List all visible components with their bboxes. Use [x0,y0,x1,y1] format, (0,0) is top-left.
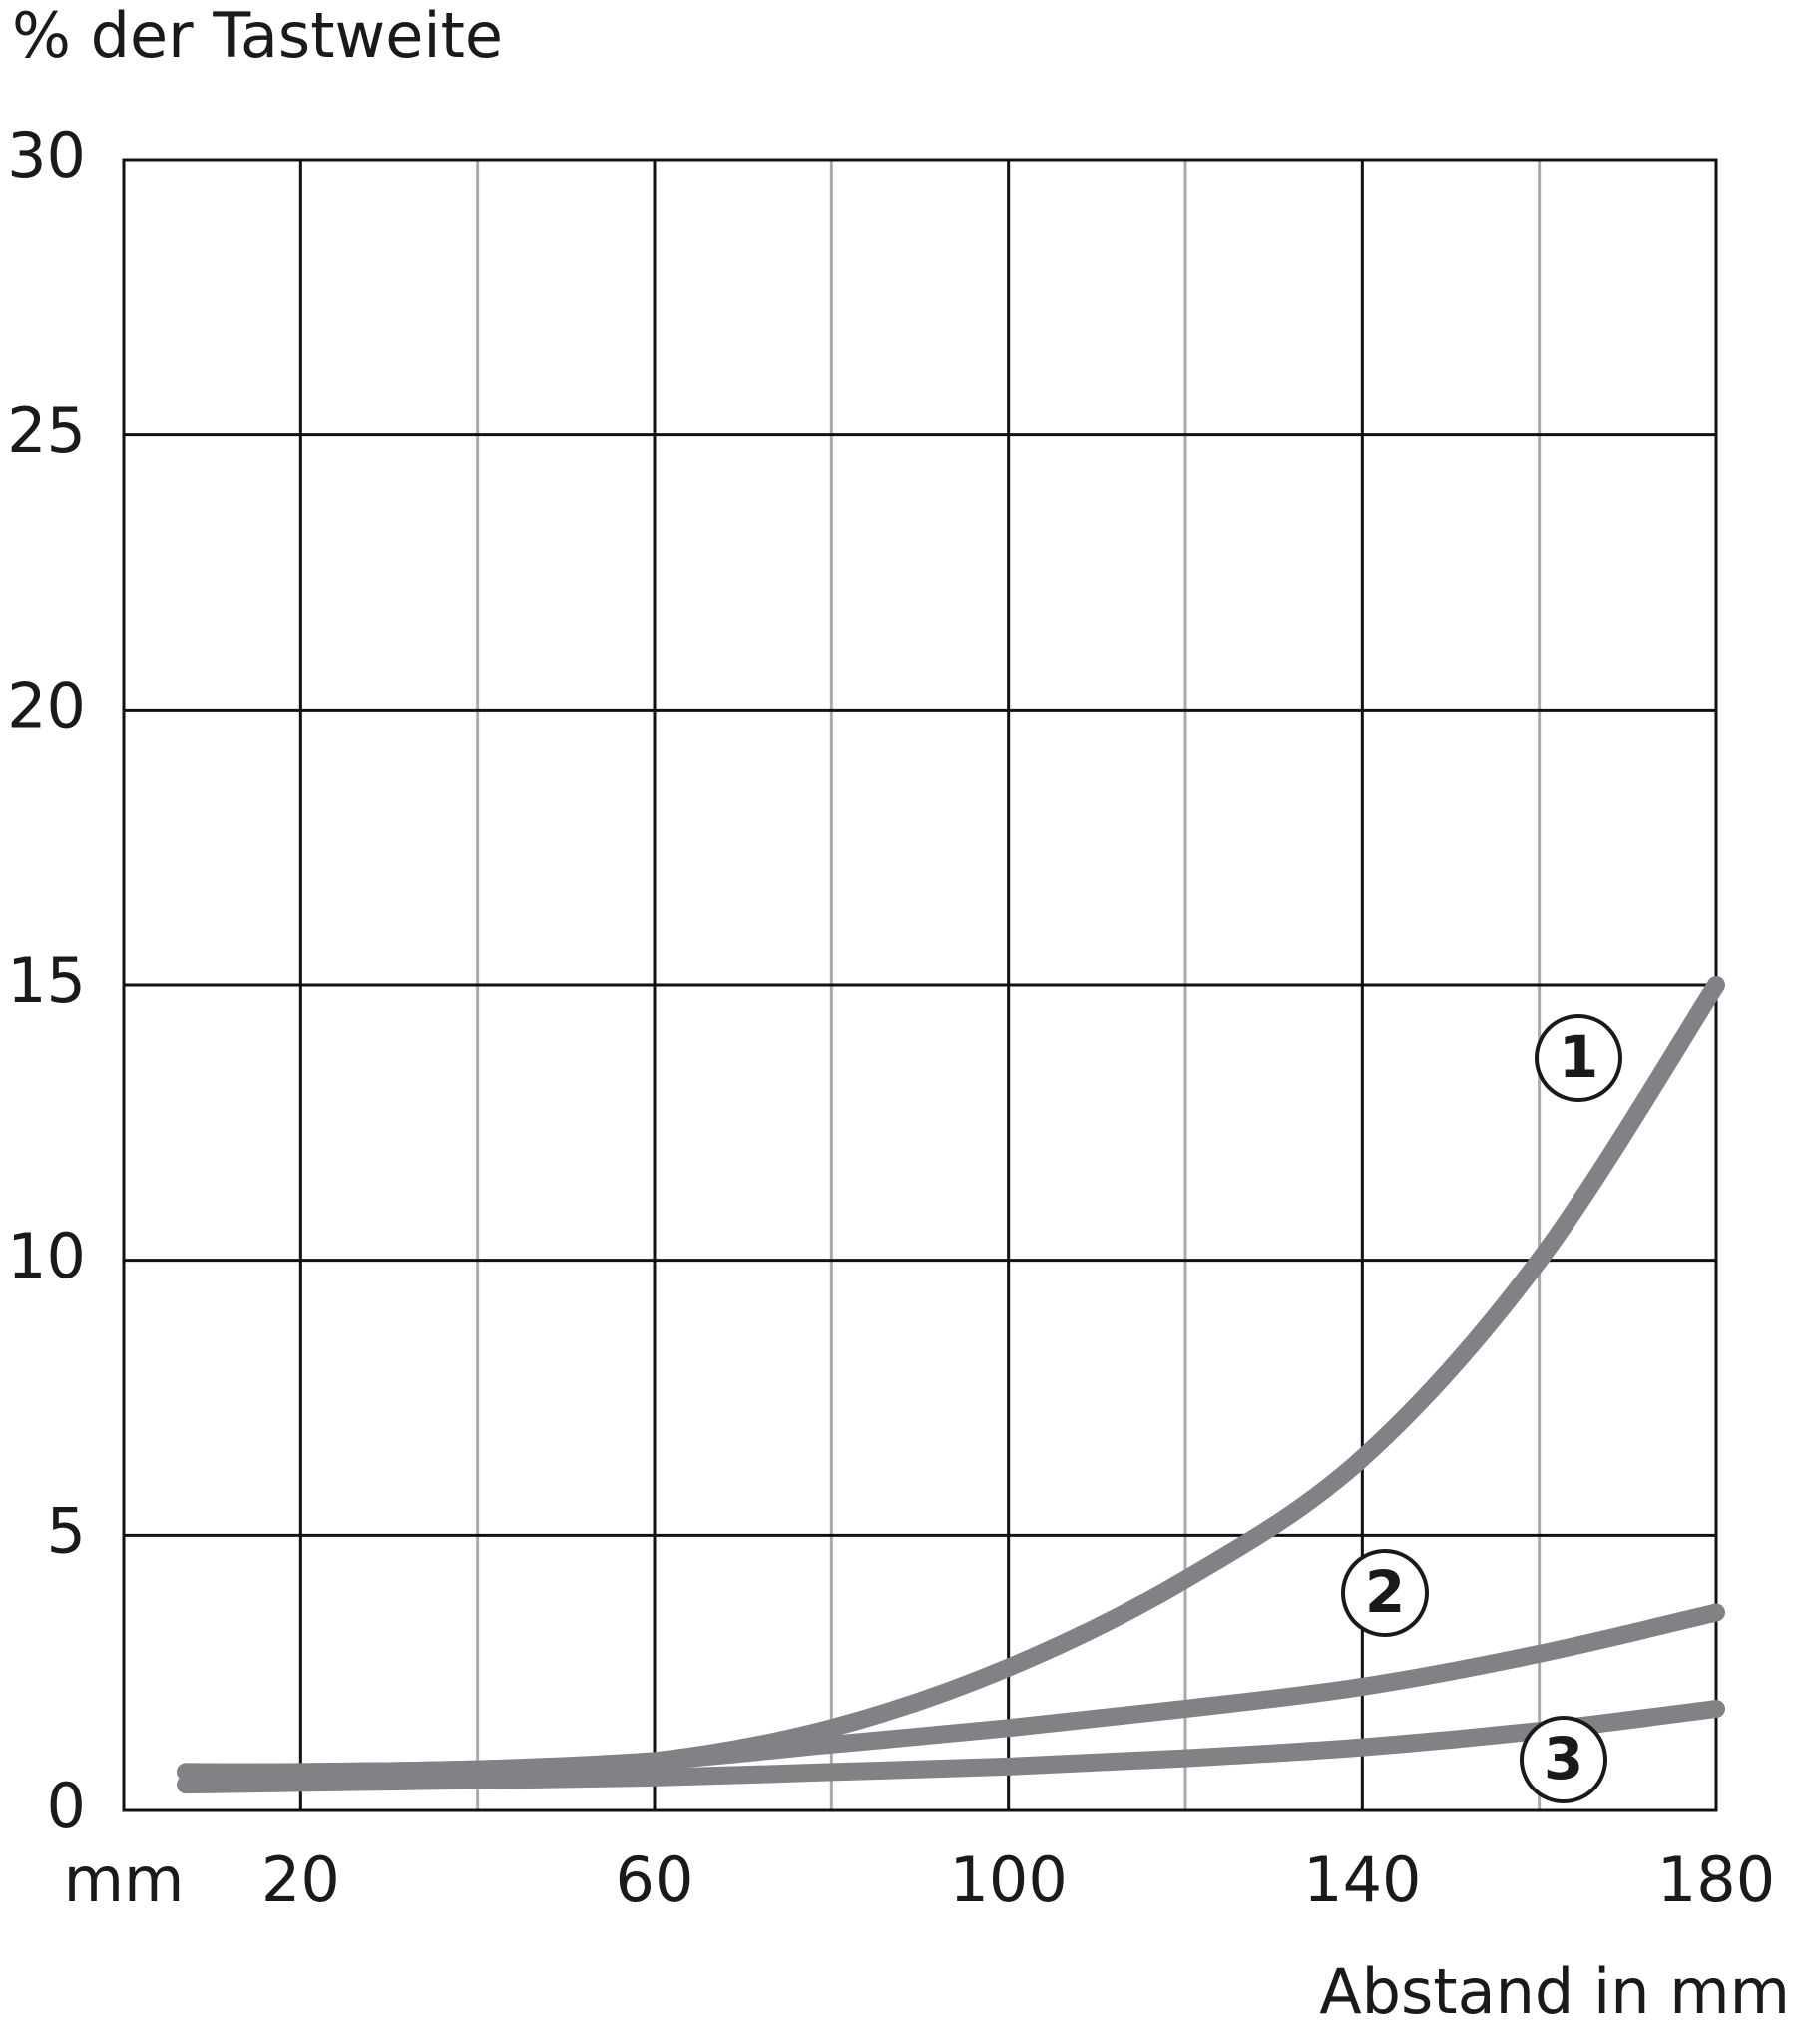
y-tick-label: 0 [47,1770,86,1842]
y-tick-label: 30 [7,119,86,192]
x-tick-label: 140 [1303,1843,1421,1916]
x-tick-label: 20 [261,1843,340,1916]
series-line [177,1603,1725,1782]
y-tick-label: 25 [7,394,86,467]
series-label: 3 [1544,1725,1583,1792]
x-axis-title: Abstand in mm [1319,1955,1790,2028]
x-unit-label: mm [64,1843,185,1916]
series-label: 1 [1559,1023,1598,1091]
series-label-circle [1520,1716,1607,1803]
x-tick-label: 60 [616,1843,694,1916]
series-line [177,1700,1725,1794]
series-label-circle [1535,1014,1622,1102]
y-axis-title: % der Tastweite [12,0,503,72]
y-tick-label: 5 [47,1494,86,1567]
series-label: 2 [1365,1558,1405,1626]
y-tick-label: 15 [7,944,86,1017]
y-tick-label: 20 [7,669,86,742]
x-tick-label: 180 [1657,1843,1775,1916]
x-tick-label: 100 [949,1843,1067,1916]
series-label-circle [1341,1549,1429,1637]
series-line [177,976,1725,1782]
y-tick-label: 10 [7,1220,86,1292]
